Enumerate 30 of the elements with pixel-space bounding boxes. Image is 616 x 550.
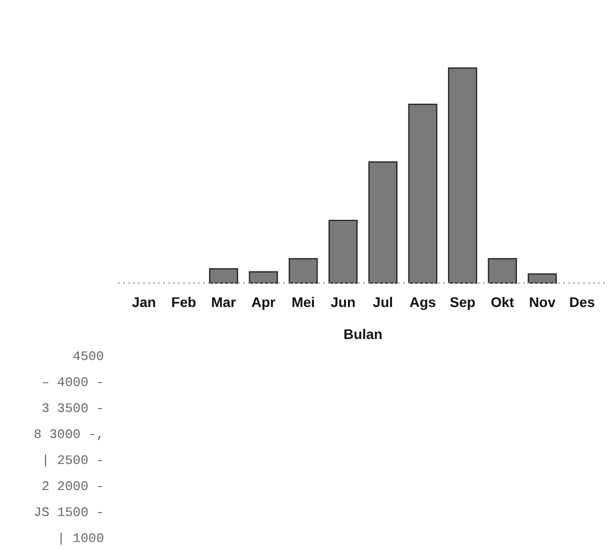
x-tick-label: Jan bbox=[132, 294, 156, 310]
x-tick-label: Jun bbox=[330, 294, 356, 310]
bar bbox=[528, 273, 557, 284]
bar bbox=[488, 258, 517, 284]
bar bbox=[448, 67, 478, 284]
x-tick-label: Des bbox=[569, 294, 596, 310]
x-axis-title: Bulan bbox=[344, 326, 382, 342]
x-tick-label: Feb bbox=[171, 294, 196, 310]
text: 4500 bbox=[72, 349, 104, 364]
x-tick-label: Sep bbox=[450, 294, 476, 310]
x-tick-label: Mar bbox=[211, 294, 237, 310]
x-tick-label: Nov bbox=[529, 294, 556, 310]
x-tick-label: Jul bbox=[372, 294, 394, 310]
x-tick-label: Mei bbox=[292, 294, 315, 310]
x-tick-label: Apr bbox=[251, 294, 276, 310]
text: JS 1500 - bbox=[34, 505, 104, 520]
x-tick-label: Ags bbox=[410, 294, 436, 310]
bar bbox=[408, 104, 438, 284]
text: 2 2000 - bbox=[42, 479, 104, 494]
text: 8 3000 -, bbox=[34, 427, 104, 442]
text: | 1000 bbox=[57, 531, 104, 546]
text: | 2500 - bbox=[42, 453, 104, 468]
bar bbox=[209, 268, 238, 284]
bar bbox=[368, 161, 398, 284]
text: 3 3500 - bbox=[42, 401, 104, 416]
bar bbox=[328, 220, 358, 284]
text: – 4000 - bbox=[42, 375, 104, 390]
x-tick-label: Okt bbox=[490, 294, 514, 310]
bar bbox=[248, 271, 278, 284]
bar bbox=[288, 258, 318, 284]
